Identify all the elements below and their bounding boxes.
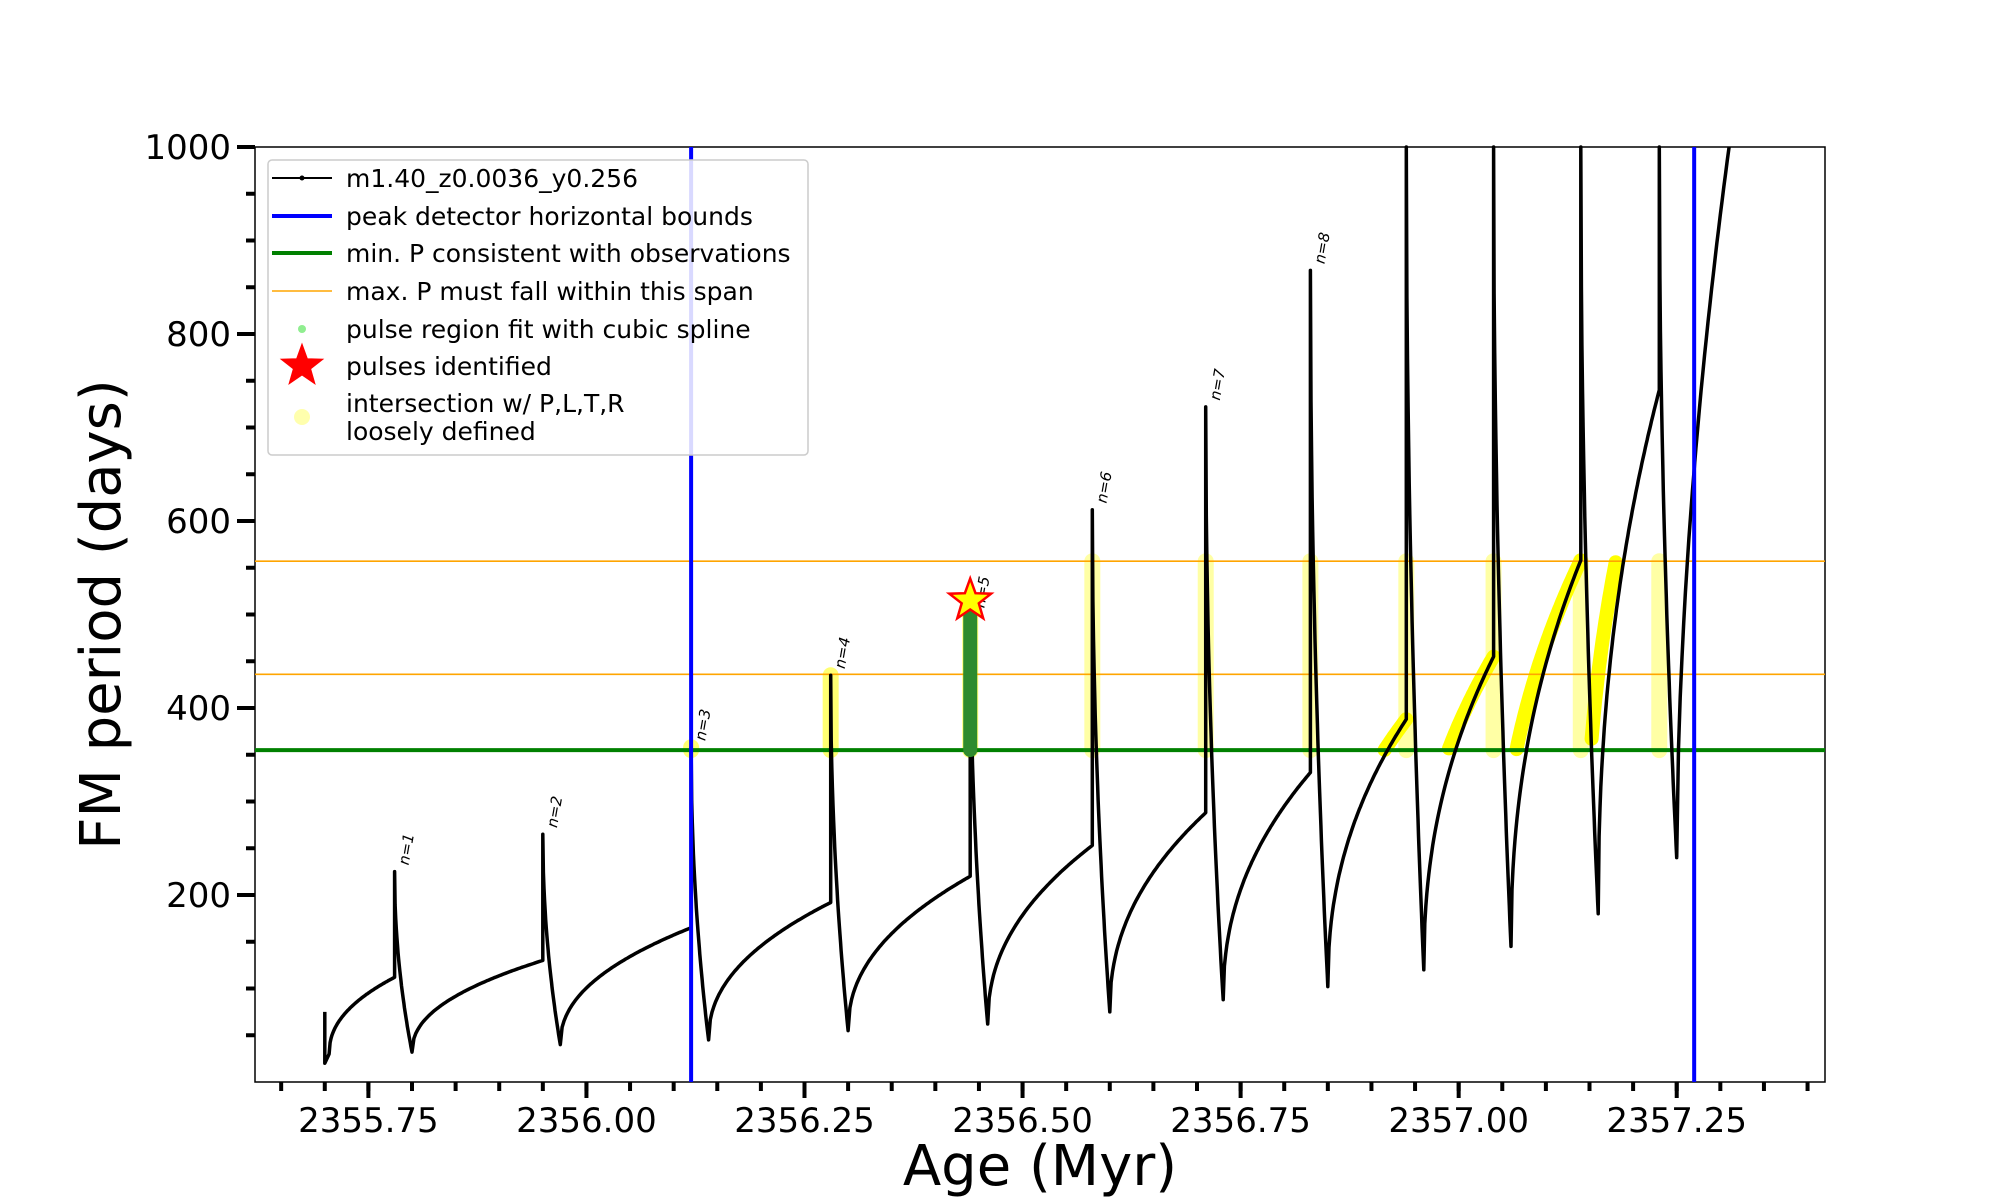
legend-entry-label: m1.40_z0.0036_y0.256: [346, 164, 638, 193]
y-axis-title: FM period (days): [69, 379, 134, 849]
y-tick-label: 600: [166, 502, 231, 542]
legend-entry-label: pulses identified: [346, 352, 552, 381]
x-tick-label: 2356.50: [952, 1101, 1093, 1141]
x-tick-label: 2356.75: [1170, 1101, 1311, 1141]
legend-entry-label-line2: loosely defined: [346, 417, 536, 446]
x-tick-label: 2356.25: [734, 1101, 875, 1141]
y-axis: 200 400 600 800 1000: [144, 128, 255, 1038]
horizontal-reference-lines: [255, 560, 1825, 753]
period-curve: [323, 145, 1731, 1066]
legend-entry-label: max. P must fall within this span: [346, 277, 754, 306]
y-tick-label: 800: [166, 315, 231, 355]
x-tick-label: 2357.00: [1388, 1101, 1529, 1141]
x-axis: 2355.75 2356.00 2356.25 2356.50 2356.75 2357.…: [279, 1082, 1810, 1141]
pulse-label-text: n=7: [1206, 367, 1229, 402]
legend-entry-label: min. P consistent with observations: [346, 239, 791, 268]
legend-entry-label: pulse region fit with cubic spline: [346, 315, 751, 344]
intersection-arc: [1584, 555, 1623, 746]
legend-entry-label: peak detector horizontal bounds: [346, 202, 753, 231]
plot-area: n=1n=2n=3n=4n=5n=6n=7n=8: [254, 145, 1826, 1083]
pulse-label-text: n=8: [1311, 231, 1334, 265]
x-tick-label: 2357.25: [1606, 1101, 1747, 1141]
x-axis-title: Age (Myr): [903, 1134, 1177, 1199]
pulse-label-text: n=3: [691, 708, 714, 742]
legend-dot-swatch: [299, 175, 305, 181]
legend-star-icon: [279, 342, 325, 385]
legend-dot-swatch: [298, 325, 306, 333]
pulse-label-text: n=4: [831, 636, 854, 670]
y-tick-label: 1000: [144, 128, 231, 168]
y-tick-label: 400: [166, 689, 231, 729]
legend-box: [267, 159, 809, 456]
x-tick-label: 2355.75: [298, 1101, 439, 1141]
pulse-identified-marker: [945, 574, 995, 622]
legend-circle-swatch: [294, 409, 310, 425]
legend-entry-label: intersection w/ P,L,T,R: [346, 389, 625, 418]
period-curve-line: [323, 145, 1731, 1066]
y-tick-label: 200: [166, 876, 231, 916]
x-tick-label: 2356.00: [516, 1101, 657, 1141]
pulse-label-text: n=2: [543, 795, 566, 829]
red-star-icon: [945, 574, 995, 622]
pulse-label-text: n=1: [395, 832, 418, 866]
pulse-label-text: n=6: [1093, 470, 1116, 504]
